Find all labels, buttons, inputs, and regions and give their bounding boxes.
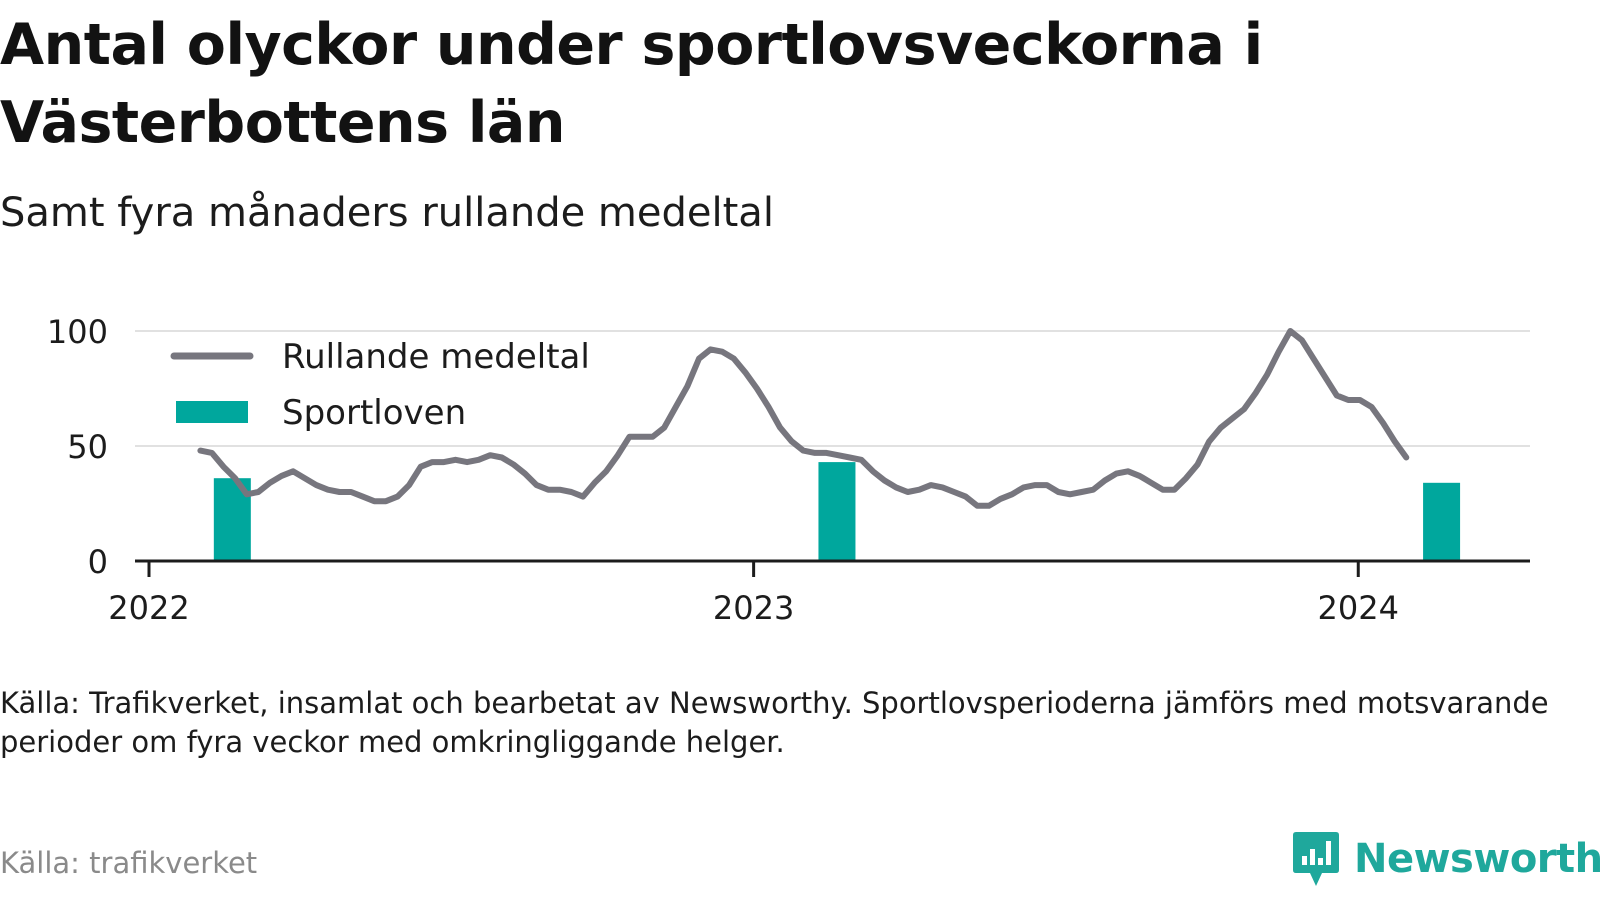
- source-note: Källa: Trafikverket, insamlat och bearbe…: [0, 686, 1549, 759]
- y-tick-label: 0: [88, 543, 108, 581]
- source-credit: Källa: trafikverket: [0, 846, 258, 880]
- bar-sportloven: [818, 462, 856, 561]
- newsworthy-logo-icon: [1293, 832, 1339, 886]
- legend-label-line: Rullande medeltal: [282, 337, 590, 377]
- legend-bar-swatch: [176, 401, 248, 423]
- legend-label-bar: Sportloven: [282, 393, 466, 433]
- y-tick-label: 100: [47, 313, 108, 351]
- chart-title: Antal olyckor under sportlovsveckorna i …: [0, 12, 1263, 156]
- x-tick-label: 2023: [713, 589, 794, 627]
- line-rullande-medeltal: [197, 328, 1410, 509]
- y-tick-label: 50: [67, 428, 108, 466]
- x-tick-label: 2024: [1318, 589, 1399, 627]
- brand-name: Newsworthy: [1354, 836, 1600, 882]
- chart-subtitle: Samt fyra månaders rullande medeltal: [0, 190, 774, 236]
- chart-area: 0 50 100 2022 2023 2024 Rullande medeltal Sport…: [47, 313, 1530, 627]
- x-tick-label: 2022: [108, 589, 189, 627]
- brand-logo: Newsworthy: [1292, 830, 1600, 888]
- bar-sportloven: [1423, 482, 1461, 561]
